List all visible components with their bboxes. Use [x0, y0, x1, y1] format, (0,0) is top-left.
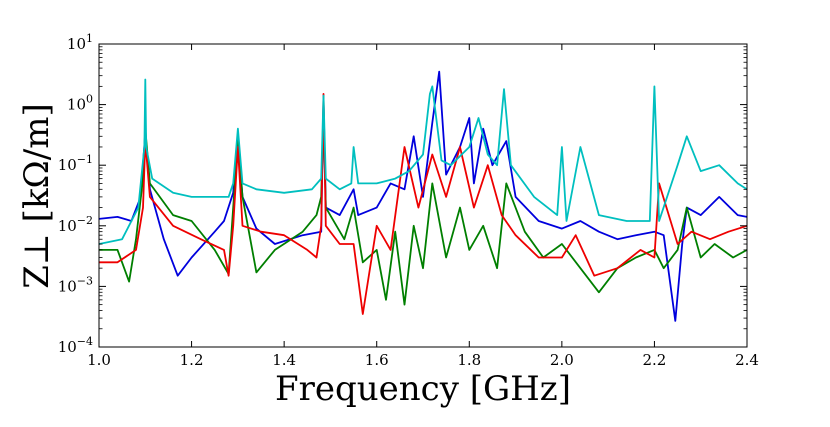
- x-tick-label: 1.6: [365, 351, 389, 369]
- x-tick-label: 1.0: [87, 351, 111, 369]
- series-line-green: [99, 109, 747, 306]
- x-axis-label: Frequency [GHz]: [275, 369, 571, 409]
- x-tick-label: 1.4: [272, 351, 296, 369]
- x-tick-label: 1.2: [180, 351, 204, 369]
- x-tick-label: 1.8: [457, 351, 481, 369]
- y-tick-label: 100: [67, 93, 93, 114]
- y-tick-label: 10−2: [58, 214, 93, 235]
- y-tick-label: 10−3: [58, 274, 93, 295]
- x-tick-label: 2.4: [735, 351, 759, 369]
- y-tick-label: 10−1: [58, 153, 93, 174]
- y-tick-label: 10−4: [58, 335, 93, 356]
- y-tick-label: 101: [67, 32, 93, 53]
- plot-frame: [98, 43, 748, 348]
- ticks-layer: 1.0 1.2 1.4 1.6 1.8 2.0 2.2 2.4 10−4 10−3 10−2 10−1…: [58, 32, 759, 369]
- y-axis-label: Z⊥ [kΩ/m]: [17, 103, 57, 288]
- series-layer: [99, 70, 747, 322]
- x-tick-label: 2.2: [642, 351, 666, 369]
- series-line-red: [99, 93, 747, 315]
- x-tick-label: 2.0: [550, 351, 574, 369]
- series-line-cyan: [99, 78, 747, 245]
